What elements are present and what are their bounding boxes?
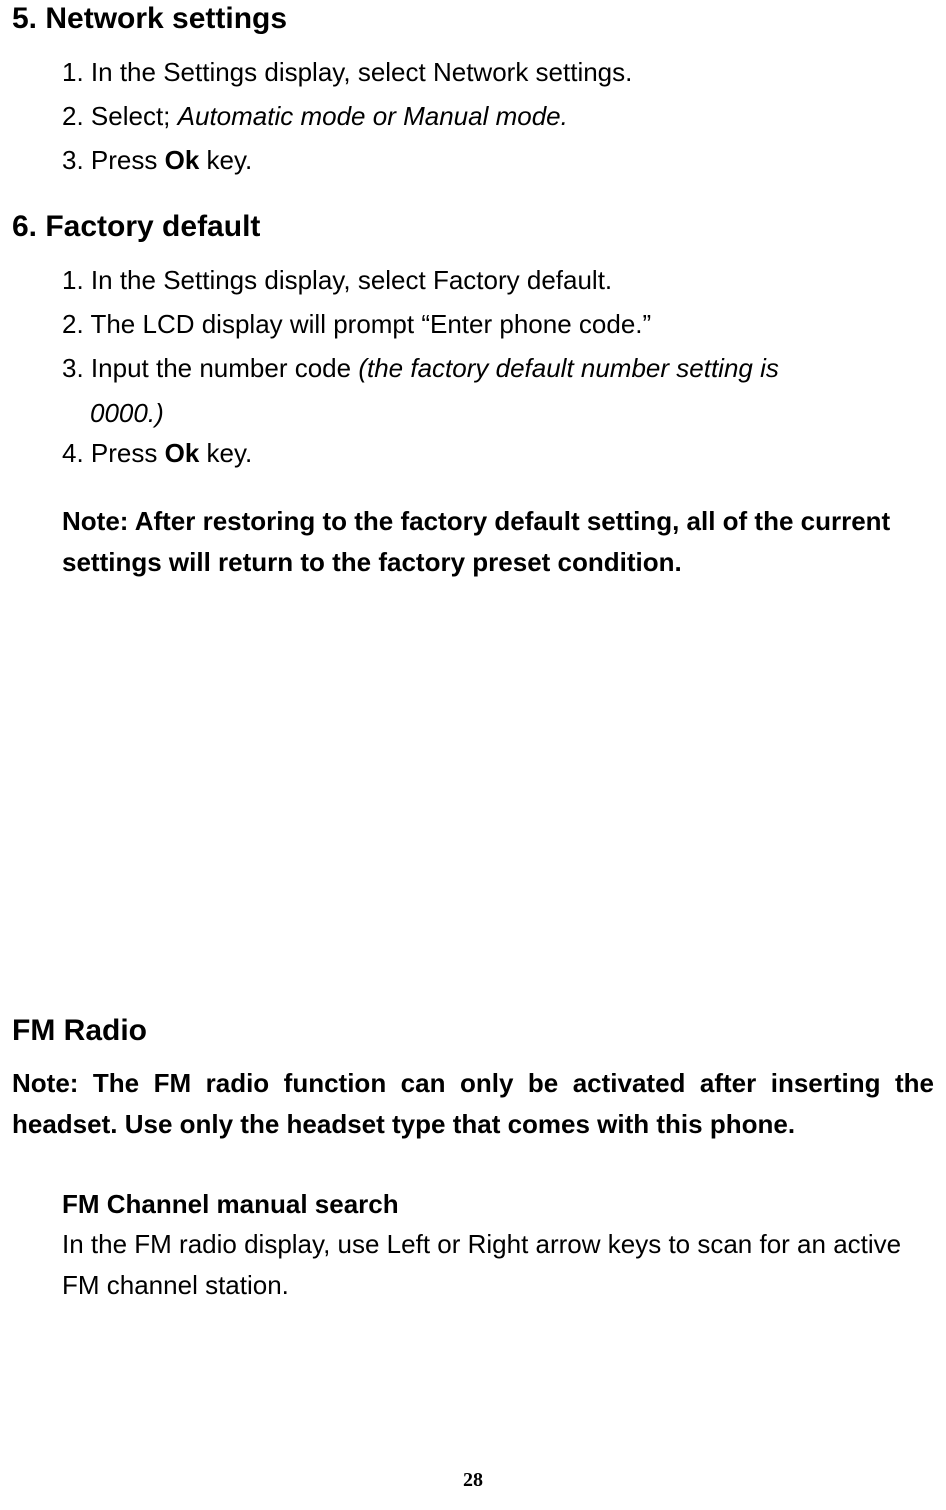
list-num: 3. (62, 353, 84, 383)
list-item: 3. Press Ok key. (62, 140, 934, 180)
list-factory-default: 1. In the Settings display, select Facto… (12, 260, 934, 389)
list-text: Input the number code (91, 353, 358, 383)
list-text: Press (91, 438, 165, 468)
list-text: In the Settings display, select Factory … (91, 265, 612, 295)
heading-network-settings: 5. Network settings (12, 0, 934, 38)
list-num: 2. (62, 309, 84, 339)
list-item: 4. Press Ok key. (62, 433, 934, 473)
list-factory-default-cont: 4. Press Ok key. (12, 433, 934, 473)
list-italic-continuation: 0000.) (90, 393, 934, 433)
page-number: 28 (0, 1469, 946, 1492)
list-num: 3. (62, 145, 84, 175)
list-num: 1. (62, 265, 84, 295)
list-text: key. (199, 438, 252, 468)
list-text: The LCD display will prompt “Enter phone… (90, 309, 651, 339)
heading-fm-radio: FM Radio (12, 1012, 934, 1050)
list-text: key. (199, 145, 252, 175)
heading-factory-default: 6. Factory default (12, 208, 934, 246)
list-text: In the Settings display, select Network … (91, 57, 632, 87)
note-fm-radio: Note: The FM radio function can only be … (12, 1063, 934, 1144)
list-item: 1. In the Settings display, select Facto… (62, 260, 934, 300)
list-bold: Ok (165, 145, 200, 175)
subheading-fm-manual-search: FM Channel manual search (62, 1184, 934, 1224)
list-item: 1. In the Settings display, select Netwo… (62, 52, 934, 92)
spacer (12, 582, 934, 1012)
list-num: 2. (62, 101, 84, 131)
page: 5. Network settings 1. In the Settings d… (0, 0, 946, 1510)
note-factory-default: Note: After restoring to the factory def… (62, 501, 934, 582)
list-italic: Automatic mode or Manual mode. (178, 101, 568, 131)
list-text: Select; (91, 101, 178, 131)
paragraph-fm-manual-search: In the FM radio display, use Left or Rig… (62, 1224, 924, 1305)
list-italic: (the factory default number setting is (358, 353, 779, 383)
list-num: 4. (62, 438, 84, 468)
list-item: 3. Input the number code (the factory de… (62, 348, 934, 388)
list-num: 1. (62, 57, 84, 87)
list-text: Press (91, 145, 165, 175)
list-network-settings: 1. In the Settings display, select Netwo… (12, 52, 934, 181)
list-item: 2. The LCD display will prompt “Enter ph… (62, 304, 934, 344)
list-item: 2. Select; Automatic mode or Manual mode… (62, 96, 934, 136)
list-bold: Ok (165, 438, 200, 468)
